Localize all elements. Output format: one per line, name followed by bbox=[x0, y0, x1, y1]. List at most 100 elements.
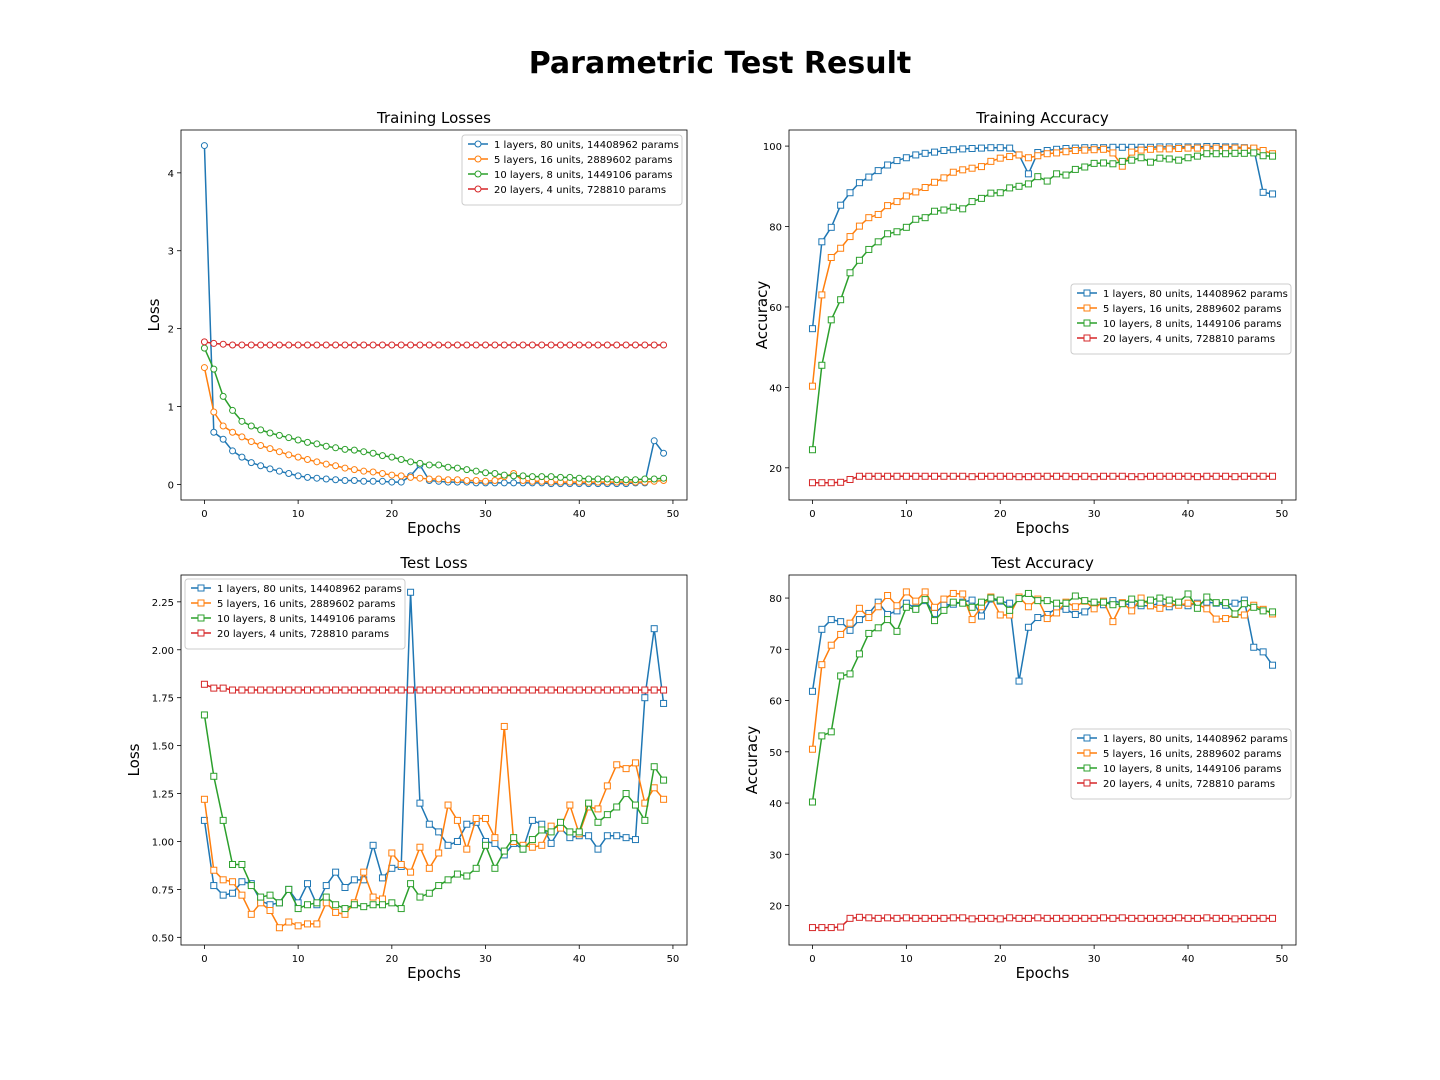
data-point bbox=[1109, 601, 1117, 609]
data-point bbox=[818, 361, 826, 369]
data-point bbox=[378, 895, 386, 903]
data-point bbox=[855, 650, 863, 658]
data-point bbox=[219, 684, 227, 692]
data-point bbox=[304, 438, 311, 446]
x-tick-label: 20 bbox=[994, 954, 1007, 965]
data-point bbox=[547, 473, 555, 481]
data-point bbox=[940, 174, 948, 182]
data-point bbox=[369, 341, 377, 349]
data-point bbox=[603, 475, 611, 483]
x-tick-label: 0 bbox=[201, 954, 207, 965]
data-point bbox=[1146, 158, 1154, 166]
data-point bbox=[200, 795, 208, 803]
data-point bbox=[313, 341, 321, 349]
data-point bbox=[463, 845, 471, 853]
data-point bbox=[500, 471, 508, 479]
data-point bbox=[650, 437, 658, 445]
data-point bbox=[1062, 148, 1070, 156]
data-point bbox=[247, 686, 255, 694]
data-point bbox=[1109, 143, 1117, 151]
data-point bbox=[416, 799, 424, 807]
data-point bbox=[1222, 599, 1230, 607]
data-point bbox=[435, 475, 443, 483]
data-point bbox=[660, 776, 668, 784]
data-point bbox=[510, 341, 518, 349]
x-tick-label: 0 bbox=[809, 954, 815, 965]
data-point bbox=[1222, 472, 1230, 480]
data-point bbox=[650, 475, 658, 483]
data-point bbox=[322, 686, 330, 694]
data-point bbox=[837, 618, 845, 626]
data-point bbox=[547, 828, 555, 836]
data-point bbox=[846, 626, 854, 634]
data-point bbox=[547, 686, 555, 694]
data-point bbox=[557, 473, 564, 481]
data-point bbox=[1146, 145, 1154, 153]
data-point bbox=[388, 453, 396, 461]
data-point bbox=[538, 686, 546, 694]
data-point bbox=[1128, 473, 1136, 481]
data-point bbox=[1015, 677, 1023, 685]
y-tick-label: 0.50 bbox=[152, 933, 174, 944]
y-tick-label: 40 bbox=[769, 799, 782, 810]
data-point bbox=[855, 604, 863, 612]
data-point bbox=[921, 184, 929, 192]
data-point bbox=[407, 473, 415, 481]
data-point bbox=[332, 341, 340, 349]
data-point bbox=[1100, 159, 1108, 167]
data-point bbox=[557, 686, 564, 694]
data-point bbox=[884, 591, 892, 599]
data-point bbox=[229, 860, 237, 868]
data-point bbox=[266, 901, 274, 909]
data-point bbox=[294, 686, 302, 694]
data-point bbox=[1109, 149, 1117, 157]
data-point bbox=[1006, 606, 1014, 614]
data-point bbox=[968, 915, 976, 923]
data-point bbox=[257, 899, 265, 907]
data-point bbox=[341, 341, 349, 349]
data-point bbox=[463, 872, 471, 880]
data-point bbox=[1203, 605, 1211, 613]
y-tick-label: 70 bbox=[769, 645, 782, 656]
data-point bbox=[1024, 473, 1032, 481]
data-point bbox=[1081, 472, 1089, 480]
data-point bbox=[818, 479, 826, 487]
data-point bbox=[594, 805, 602, 813]
data-point bbox=[594, 845, 602, 853]
data-point bbox=[1269, 914, 1277, 922]
x-tick-label: 40 bbox=[1182, 954, 1195, 965]
data-point bbox=[1034, 597, 1042, 605]
data-point bbox=[865, 914, 873, 922]
data-point bbox=[369, 901, 377, 909]
chart-title: Training Accuracy bbox=[975, 109, 1109, 127]
data-point bbox=[425, 686, 433, 694]
data-point bbox=[1006, 153, 1014, 161]
data-point bbox=[332, 476, 340, 484]
legend: 1 layers, 80 units, 14408962 params 5 lay… bbox=[184, 578, 406, 650]
data-point bbox=[566, 473, 574, 481]
data-point bbox=[631, 686, 639, 694]
data-point bbox=[444, 476, 452, 484]
data-point bbox=[1240, 914, 1248, 922]
data-point bbox=[1118, 472, 1126, 480]
data-point bbox=[1062, 472, 1070, 480]
data-point bbox=[837, 296, 845, 304]
data-point bbox=[808, 745, 816, 753]
data-point bbox=[388, 899, 396, 907]
data-point bbox=[341, 910, 349, 918]
data-point bbox=[519, 341, 527, 349]
data-point bbox=[1250, 472, 1258, 480]
data-point bbox=[808, 479, 816, 487]
data-point bbox=[874, 472, 882, 480]
data-point bbox=[566, 828, 574, 836]
data-point bbox=[1212, 144, 1220, 152]
data-point bbox=[266, 341, 274, 349]
legend-label: 10 layers, 8 units, 1449106 params bbox=[1103, 764, 1281, 775]
data-point bbox=[247, 459, 255, 467]
data-point bbox=[238, 891, 246, 899]
data-point bbox=[622, 476, 630, 484]
data-point bbox=[360, 477, 368, 485]
chart-4: Test Accuracy 0 10 20 30 40 50 20 30 40 50 60 70 80 Ep… bbox=[743, 554, 1297, 982]
data-point bbox=[837, 201, 845, 209]
data-point bbox=[425, 820, 433, 828]
